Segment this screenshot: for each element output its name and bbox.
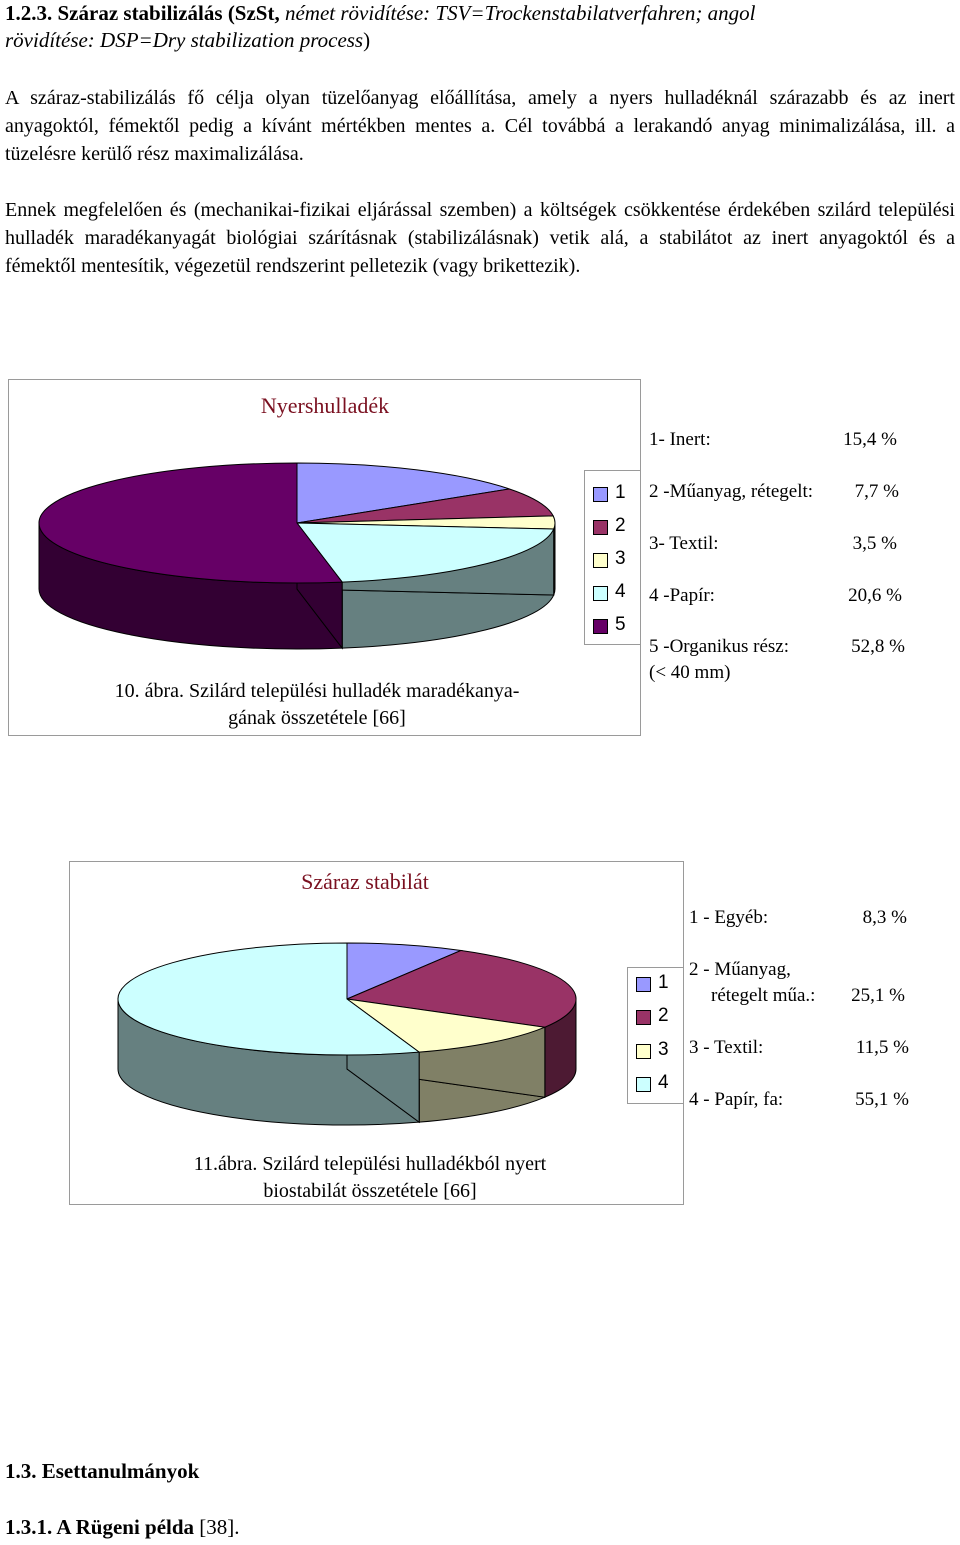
side-label-row: 1 - Egyéb: 8,3 % — [689, 906, 907, 930]
side-label-row: 3- Textil: 3,5 % — [649, 532, 897, 556]
legend-swatch-1 — [593, 487, 608, 502]
chart-2-caption: 11.ábra. Szilárd települési hulladékból … — [130, 1151, 610, 1205]
chart-1-caption: 10. ábra. Szilárd települési hulladék ma… — [62, 678, 572, 732]
side-label: 1- Inert: — [649, 429, 711, 450]
heading-title: Száraz stabilizálás (SzSt, — [57, 1, 280, 25]
legend-label: 1 — [615, 482, 626, 503]
side-label: 4 -Papír: — [649, 585, 715, 606]
legend-label: 3 — [658, 1039, 669, 1060]
pie-slice-2 — [296, 488, 554, 524]
legend-swatch-1 — [636, 977, 651, 992]
legend-label: 4 — [658, 1072, 669, 1093]
chart-2-legend: 1 2 3 4 — [627, 967, 684, 1104]
legend-label: 2 — [658, 1005, 669, 1026]
side-label: 2 - Műanyag, — [689, 959, 791, 980]
legend-swatch-5 — [593, 619, 608, 634]
chart-1-legend: 1 2 3 4 5 — [584, 470, 641, 645]
chart-2-title: Száraz stabilát — [301, 869, 429, 894]
heading-italic-1: német rövidítése: TSV=Trockenstabilatver… — [284, 1, 756, 25]
side-value: 11,5 % — [855, 1037, 909, 1058]
pie-slice-1 — [346, 942, 463, 1000]
side-label: 1 - Egyéb: — [689, 907, 769, 928]
side-value: 15,4 % — [843, 429, 897, 450]
side-label-row: 5 -Organikus rész: 52,8 % — [649, 635, 905, 659]
legend-label: 1 — [658, 972, 669, 993]
caption-line: 11.ábra. Szilárd települési hulladékból … — [193, 1153, 547, 1175]
side-label-row: 4 - Papír, fa: 55,1 % — [689, 1088, 909, 1112]
chart-1-pie — [38, 462, 556, 650]
side-label-row: 3 - Textil: 11,5 % — [689, 1036, 909, 1060]
section-heading-1-3-1: 1.3.1. A Rügeni példa [38]. — [5, 1515, 240, 1540]
side-label-row: 2 - Műanyag, — [689, 958, 907, 982]
side-label: rétegelt műa.: — [711, 985, 816, 1006]
legend-swatch-3 — [636, 1044, 651, 1059]
side-label: 2 -Műanyag, rétegelt: — [649, 481, 814, 502]
pie-slice-3 — [346, 998, 547, 1053]
heading-number: 1.2.3. — [5, 1, 53, 25]
side-label-row: rétegelt műa.: 25,1 % — [711, 984, 905, 1008]
pie-slice-5 — [38, 462, 344, 584]
side-label: 4 - Papír, fa: — [689, 1089, 784, 1110]
side-value: 7,7 % — [854, 481, 899, 502]
side-label: 3- Textil: — [649, 533, 719, 554]
chart-2-pie — [117, 942, 577, 1126]
section-heading: 1.2.3. Száraz stabilizálás (SzSt, német … — [5, 0, 955, 54]
heading-ref: [38]. — [194, 1515, 240, 1539]
legend-swatch-4 — [593, 586, 608, 601]
side-label-row: 2 -Műanyag, rétegelt: 7,7 % — [649, 480, 899, 504]
side-value: 8,3 % — [862, 907, 907, 928]
heading-italic-2: rövidítése: DSP=Dry stabilization proces… — [5, 28, 364, 52]
caption-line: gának összetétele [66] — [228, 707, 406, 729]
side-value: 20,6 % — [848, 585, 902, 606]
side-value: 55,1 % — [855, 1089, 909, 1110]
side-label-row: 1- Inert: 15,4 % — [649, 428, 897, 452]
legend-label: 3 — [615, 548, 626, 569]
side-label: 3 - Textil: — [689, 1037, 764, 1058]
pie-slice-4 — [117, 942, 421, 1056]
pie-slice-2 — [345, 949, 577, 1028]
side-label: 5 -Organikus rész: — [649, 636, 790, 657]
section-heading-1-3: 1.3. Esettanulmányok — [5, 1459, 200, 1483]
caption-line: biostabilát összetétele [66] — [263, 1180, 477, 1202]
legend-swatch-2 — [636, 1010, 651, 1025]
heading-text: 1.3.1. A Rügeni példa — [5, 1515, 195, 1539]
heading-close: ) — [363, 28, 371, 52]
side-label-extra: (< 40 mm) — [649, 662, 731, 683]
paragraph-1: A száraz-stabilizálás fő célja olyan tüz… — [5, 87, 955, 165]
side-value: 52,8 % — [851, 636, 905, 657]
side-value: 3,5 % — [852, 533, 897, 554]
pie-slice-1 — [296, 462, 510, 524]
legend-label: 2 — [615, 515, 626, 536]
legend-swatch-4 — [636, 1077, 651, 1092]
paragraph-2: Ennek megfelelően és (mechanikai-fizikai… — [5, 199, 955, 277]
pie-slice-4 — [295, 522, 555, 583]
legend-label: 4 — [615, 581, 626, 602]
legend-swatch-2 — [593, 520, 608, 535]
legend-swatch-3 — [593, 553, 608, 568]
side-value: 25,1 % — [851, 985, 905, 1006]
legend-label: 5 — [615, 614, 626, 635]
caption-line: 10. ábra. Szilárd települési hulladék ma… — [114, 680, 520, 702]
chart-1-title: Nyershulladék — [260, 393, 390, 418]
side-label-row: 4 -Papír: 20,6 % — [649, 584, 902, 608]
